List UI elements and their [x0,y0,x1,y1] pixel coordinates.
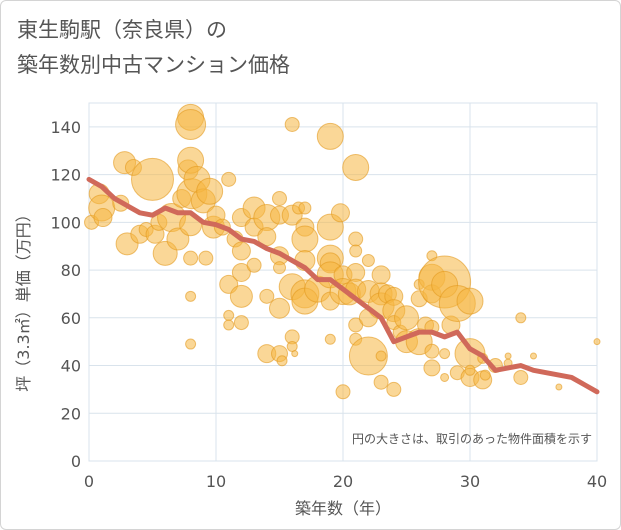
axis-layer: 0 20 40 60 80 100 120 140 0 10 20 30 40 [50,118,607,491]
data-bubble [456,287,484,315]
data-bubble [291,350,299,358]
data-bubble [246,257,262,273]
data-bubble [361,254,375,268]
y-tick-label: 40 [61,357,81,376]
data-bubble [316,122,344,150]
x-tick-label: 0 [84,472,94,491]
data-bubble [221,171,237,187]
trend-line-layer [86,176,600,395]
chart-title-line2: 築年数別中古マンション価格 [17,53,290,77]
data-bubble [223,319,235,331]
data-bubble [223,309,235,321]
y-tick-label: 100 [50,213,81,232]
y-tick-label: 0 [71,452,81,471]
data-bubble [272,190,287,206]
data-bubble [348,336,388,376]
chart-title: 東生駒駅（奈良県）の 築年数別中古マンション価格 [17,13,290,83]
data-bubble [424,343,440,359]
y-tick-label: 20 [61,404,81,423]
data-bubble [93,208,113,228]
data-bubble [233,315,249,331]
y-tick-label: 120 [50,166,81,185]
data-bubble [371,265,391,285]
data-bubble [330,203,350,223]
data-bubble [479,369,491,381]
data-bubble [335,384,351,400]
data-bubble [375,350,387,362]
chart-note: 円の大きさは、取引のあった物件面積を示す [352,431,592,446]
data-bubble [291,225,319,253]
x-axis-label: 築年数（年） [295,499,391,518]
data-bubble [555,383,563,391]
data-bubble [593,338,601,346]
data-bubble [257,227,277,247]
data-bubble [348,231,364,247]
data-bubble [530,352,537,360]
data-bubble [273,261,286,275]
y-axis-label: 坪（3.3㎡）単価（万円） [14,206,33,391]
chart-title-line1: 東生駒駅（奈良県）の [17,18,227,42]
data-bubble [513,369,529,385]
data-bubble [464,364,476,376]
data-bubble [386,381,402,397]
data-bubble [342,153,370,181]
data-bubble [423,359,441,377]
data-bubble [394,305,419,331]
data-bubble [131,157,174,201]
data-bubble [229,284,253,308]
x-tick-label: 20 [333,472,353,491]
y-tick-label: 140 [50,118,81,137]
x-tick-label: 30 [460,472,480,491]
data-bubble [440,372,450,382]
data-bubble [175,108,207,140]
data-bubble [286,340,298,352]
data-bubble [185,290,197,302]
data-bubble [504,352,512,360]
x-tick-label: 40 [587,472,607,491]
data-bubble [349,244,363,258]
data-bubble [373,374,389,390]
data-bubble [324,333,336,345]
data-bubble [231,262,251,282]
data-bubble [198,250,214,266]
data-bubble [298,201,312,215]
average-price-line [86,176,600,395]
y-tick-label: 80 [61,261,81,280]
data-bubble [259,288,275,304]
data-bubble [269,297,290,319]
data-bubble [439,348,451,360]
data-bubble [515,312,527,324]
data-bubble [183,250,199,266]
data-bubble [276,355,288,367]
data-bubble [284,116,300,132]
y-tick-label: 60 [61,309,81,328]
bubble-layer [84,103,601,400]
data-bubble [231,241,251,261]
x-tick-label: 10 [206,472,226,491]
data-bubble [196,177,224,205]
data-bubble [185,338,197,350]
